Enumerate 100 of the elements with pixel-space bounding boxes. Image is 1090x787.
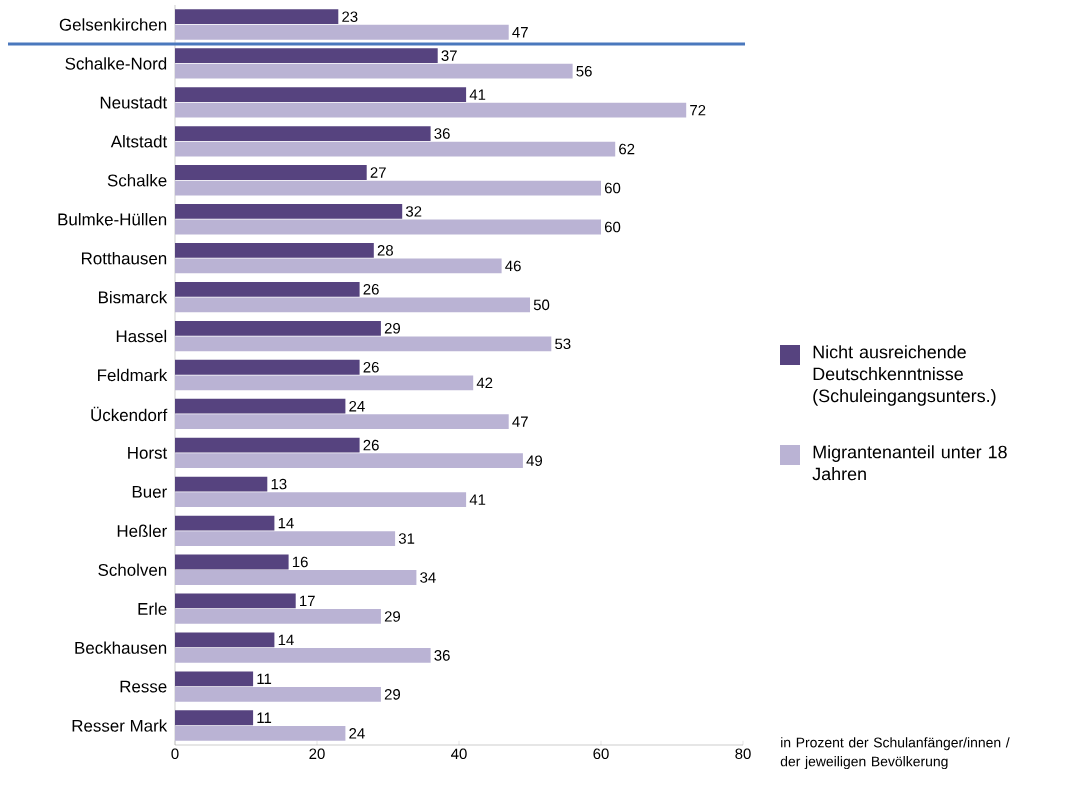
data-label: 17 bbox=[300, 595, 315, 607]
x-tick-label: 80 bbox=[735, 748, 751, 760]
legend-label: Migrantenanteil unter 18 Jahren bbox=[812, 445, 1007, 481]
data-label: 11 bbox=[257, 673, 272, 684]
bar bbox=[175, 9, 339, 25]
bar bbox=[175, 554, 289, 570]
y-tick-label: Schalke bbox=[107, 174, 167, 187]
bar bbox=[175, 180, 601, 196]
data-label: 62 bbox=[619, 143, 635, 155]
data-label: 13 bbox=[271, 478, 287, 490]
data-label: 14 bbox=[278, 634, 294, 646]
bar bbox=[175, 242, 374, 258]
data-label: 26 bbox=[363, 284, 379, 295]
data-label: 41 bbox=[469, 89, 486, 100]
data-label: 23 bbox=[342, 11, 358, 22]
data-label: 56 bbox=[576, 65, 592, 77]
bar bbox=[175, 165, 367, 180]
x-tick-label: 20 bbox=[309, 748, 325, 760]
data-label: 34 bbox=[420, 572, 436, 583]
y-tick-label: Horst bbox=[128, 446, 168, 459]
bar bbox=[175, 63, 573, 79]
bar bbox=[175, 359, 360, 375]
bar bbox=[175, 671, 254, 687]
data-label: 41 bbox=[469, 494, 486, 505]
data-label: 29 bbox=[384, 689, 400, 700]
data-label: 47 bbox=[512, 27, 528, 38]
bar bbox=[175, 437, 360, 453]
bar bbox=[175, 515, 275, 531]
bar bbox=[175, 492, 467, 508]
bar bbox=[175, 141, 616, 157]
bar bbox=[175, 710, 254, 726]
bar bbox=[175, 609, 381, 624]
data-label: 72 bbox=[690, 104, 706, 116]
y-tick-label: Scholven bbox=[98, 563, 167, 576]
bar bbox=[175, 570, 417, 585]
bar bbox=[175, 632, 275, 648]
x-tick-label: 60 bbox=[593, 748, 609, 760]
y-tick-label: Schalke-Nord bbox=[65, 57, 167, 70]
y-tick-label: Bulmke-Hüllen bbox=[58, 213, 167, 226]
legend-label: Nicht ausreichende Deutschkenntnisse (Schuleingangsunters.) bbox=[813, 345, 996, 406]
bar bbox=[175, 336, 552, 352]
y-tick-label: Gelsenkirchen bbox=[59, 18, 167, 31]
data-label: 47 bbox=[512, 416, 528, 427]
data-label: 16 bbox=[292, 556, 308, 568]
data-label: 28 bbox=[377, 245, 393, 256]
bar bbox=[175, 87, 467, 102]
bar bbox=[175, 258, 502, 274]
data-label: 29 bbox=[384, 611, 400, 622]
data-label: 26 bbox=[363, 361, 379, 373]
y-tick-label: Resse bbox=[120, 680, 167, 693]
data-label: 49 bbox=[526, 455, 543, 466]
bar bbox=[175, 24, 509, 40]
bar bbox=[175, 593, 296, 609]
data-label: 50 bbox=[533, 299, 550, 311]
data-label: 36 bbox=[434, 128, 450, 139]
bar bbox=[175, 126, 431, 141]
bar bbox=[175, 219, 601, 235]
data-label: 36 bbox=[434, 650, 450, 661]
bar bbox=[175, 102, 687, 118]
y-tick-label: Ückendorf bbox=[91, 406, 168, 422]
bar bbox=[175, 686, 381, 702]
data-label: 46 bbox=[505, 260, 521, 272]
bar bbox=[175, 398, 346, 414]
data-label: 11 bbox=[257, 712, 272, 723]
text: in Prozent der Schulanfänger/innen / der jeweiligen Bevölkerung bbox=[780, 737, 1010, 770]
data-label: 32 bbox=[405, 206, 422, 217]
bar bbox=[175, 320, 381, 336]
y-tick-label: Heßler bbox=[117, 524, 167, 538]
bar bbox=[175, 725, 346, 741]
data-label: 26 bbox=[363, 439, 379, 451]
data-label: 29 bbox=[384, 322, 400, 334]
data-label: 60 bbox=[604, 182, 621, 194]
y-tick-label: Hassel bbox=[116, 329, 167, 343]
data-label: 37 bbox=[441, 50, 457, 61]
y-tick-label: Bismarck bbox=[98, 290, 168, 304]
bar bbox=[175, 531, 396, 546]
bar bbox=[175, 281, 360, 297]
y-tick-label: Resser Mark bbox=[72, 719, 168, 732]
bar bbox=[175, 453, 523, 469]
bar bbox=[175, 297, 530, 313]
data-label: 42 bbox=[476, 377, 493, 388]
data-label: 27 bbox=[370, 167, 386, 178]
data-label: 53 bbox=[555, 338, 571, 350]
bar bbox=[175, 648, 431, 663]
bar bbox=[175, 414, 509, 430]
y-tick-label: Buer bbox=[132, 485, 167, 498]
data-label: 24 bbox=[349, 400, 365, 412]
x-tick-label: 0 bbox=[171, 748, 179, 760]
x-tick-label: 40 bbox=[451, 748, 467, 760]
y-tick-label: Rotthausen bbox=[81, 251, 167, 265]
y-tick-label: Altstadt bbox=[110, 135, 168, 148]
data-label: 14 bbox=[278, 517, 294, 529]
bar bbox=[175, 48, 438, 64]
data-label: 60 bbox=[604, 221, 621, 233]
y-tick-label: Erle bbox=[138, 602, 167, 615]
y-tick-label: Neustadt bbox=[100, 96, 168, 109]
y-tick-label: Beckhausen bbox=[75, 641, 167, 654]
data-label: 24 bbox=[349, 728, 365, 739]
bar bbox=[175, 375, 474, 391]
bar bbox=[175, 204, 403, 219]
